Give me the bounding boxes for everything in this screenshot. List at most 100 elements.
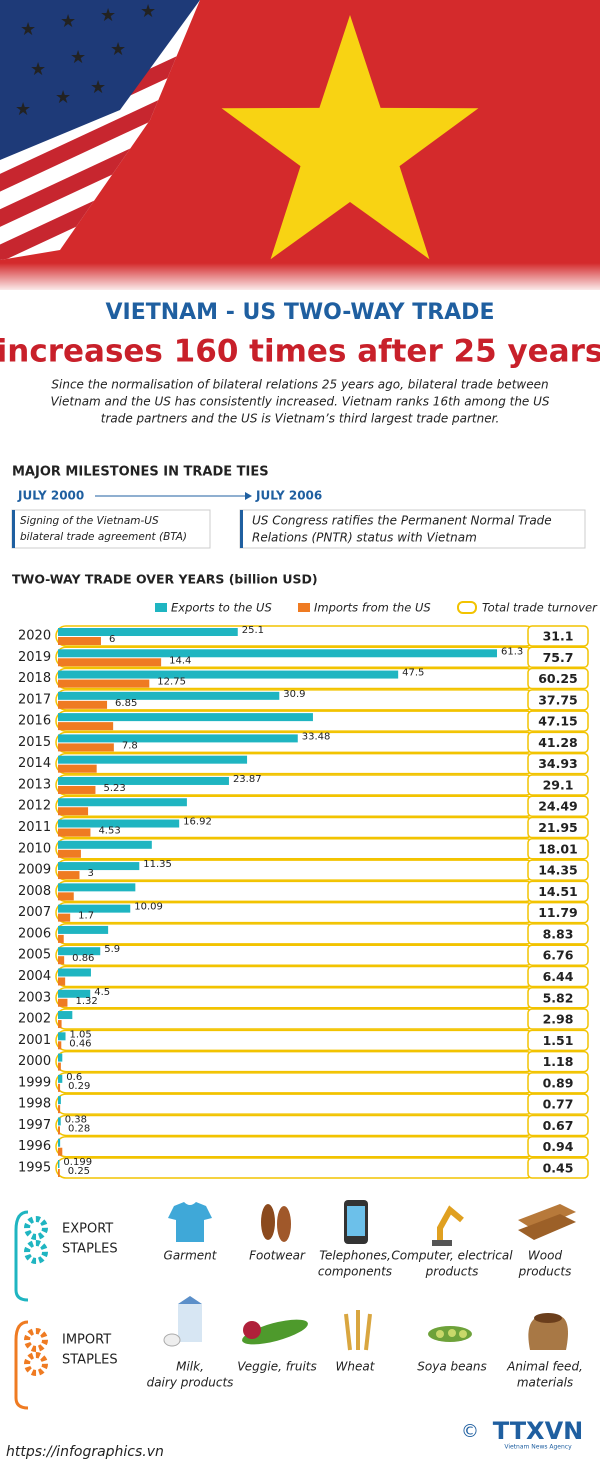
y-tick-label: 2013 xyxy=(18,777,51,792)
total-box xyxy=(527,965,589,988)
y-tick-label: 1998 xyxy=(18,1097,51,1112)
export-bar xyxy=(58,968,91,977)
value-label: 4.5 xyxy=(94,987,110,998)
total-box xyxy=(527,1135,589,1158)
total-box xyxy=(527,625,589,647)
value-label: 0.25 xyxy=(68,1166,90,1177)
value-label: 30.9 xyxy=(283,689,305,700)
svg-text:★: ★ xyxy=(140,1,156,22)
y-tick-label: 2006 xyxy=(18,926,51,941)
y-tick-label: 2016 xyxy=(18,714,51,729)
value-label: 0.38 xyxy=(65,1114,87,1125)
chart: Exports to the US Imports from the US Tota… xyxy=(18,601,598,1179)
total-frame xyxy=(55,987,537,1009)
total-label: 0.94 xyxy=(543,1139,574,1154)
total-label: 24.49 xyxy=(538,799,578,814)
total-label: 31.1 xyxy=(543,629,574,644)
total-box xyxy=(527,880,589,903)
milestone-text: US Congress ratifies the Permanent Norma… xyxy=(252,514,552,528)
total-label: 60.25 xyxy=(538,671,578,686)
import-bar xyxy=(58,722,114,731)
total-box xyxy=(527,752,589,775)
total-box xyxy=(527,710,589,732)
import-bar xyxy=(58,679,150,688)
import-bar xyxy=(58,892,74,901)
value-label: 7.8 xyxy=(122,740,138,751)
y-tick-label: 2007 xyxy=(18,905,51,920)
staples-title: IMPORT xyxy=(62,1333,111,1348)
svg-text:★: ★ xyxy=(90,77,106,98)
total-box xyxy=(527,859,589,881)
value-label: 1.05 xyxy=(70,1029,92,1040)
staple-label: Wood xyxy=(528,1249,563,1263)
value-label: 12.75 xyxy=(157,677,186,688)
export-bar xyxy=(58,883,136,892)
import-bar xyxy=(58,743,114,752)
total-box xyxy=(527,795,589,817)
total-frame xyxy=(55,1093,537,1115)
total-box xyxy=(527,689,589,711)
export-bar xyxy=(58,947,101,956)
import-bar xyxy=(58,807,89,816)
total-label: 11.79 xyxy=(538,905,578,920)
intro-line: Vietnam and the US has consistently incr… xyxy=(50,395,549,409)
import-bar xyxy=(58,934,64,943)
value-label: 5.9 xyxy=(104,944,120,955)
svg-text:★: ★ xyxy=(60,11,76,32)
value-label: 47.5 xyxy=(402,668,424,679)
export-bar xyxy=(58,691,280,700)
y-tick-label: 2017 xyxy=(18,692,51,707)
total-box xyxy=(527,1029,589,1052)
staple-label: Computer, electrical xyxy=(391,1249,513,1263)
total-frame xyxy=(55,923,537,945)
svg-text:★: ★ xyxy=(70,47,86,68)
total-label: 75.7 xyxy=(543,650,574,665)
value-label: 0.46 xyxy=(69,1038,91,1049)
staple-labels: Garment Footwear Telephones, components Comp… xyxy=(147,1249,583,1390)
value-label: 1.32 xyxy=(75,996,97,1007)
total-box xyxy=(527,1093,589,1115)
staples-title: EXPORT xyxy=(62,1222,113,1237)
total-label: 0.67 xyxy=(543,1118,574,1133)
export-bar xyxy=(58,670,399,679)
subtitle: increases 160 times after 25 years xyxy=(0,334,600,370)
export-bar xyxy=(58,798,187,807)
y-tick-label: 2010 xyxy=(18,841,51,856)
staple-label: Footwear xyxy=(249,1249,306,1263)
import-bar xyxy=(58,871,80,880)
total-label: 41.28 xyxy=(538,735,578,750)
arrow-head xyxy=(245,492,252,500)
svg-text:★: ★ xyxy=(55,87,71,108)
total-frame xyxy=(55,1029,537,1052)
value-label: 0.28 xyxy=(68,1123,90,1134)
intro-line: Since the normalisation of bilateral rel… xyxy=(51,378,548,392)
export-bar xyxy=(58,819,180,828)
import-bar xyxy=(58,637,101,645)
export-bar xyxy=(58,1032,66,1041)
title: VIETNAM - US TWO-WAY TRADE xyxy=(106,300,495,325)
staple-label: Telephones, xyxy=(319,1249,391,1263)
total-box xyxy=(527,646,589,669)
total-box xyxy=(527,838,589,860)
y-tick-label: 1997 xyxy=(18,1118,51,1133)
total-frame xyxy=(55,1114,537,1137)
y-tick-label: 2014 xyxy=(18,756,51,771)
value-label: 0.86 xyxy=(72,953,94,964)
y-tick-label: 1996 xyxy=(18,1139,51,1154)
import-bar xyxy=(58,1147,63,1156)
svg-text:★: ★ xyxy=(110,39,126,60)
y-tick-label: 2002 xyxy=(18,1012,51,1027)
total-box xyxy=(527,774,589,796)
y-tick-label: 2001 xyxy=(18,1033,51,1048)
chart-title: TWO-WAY TRADE OVER YEARS (billion USD) xyxy=(12,572,318,587)
y-tick-label: 2000 xyxy=(18,1054,51,1069)
y-tick-label: 2011 xyxy=(18,820,51,835)
total-frame xyxy=(55,1135,537,1158)
milestone-accent xyxy=(240,510,243,548)
import-bar xyxy=(58,913,71,922)
import-bar xyxy=(58,1041,62,1050)
total-box xyxy=(527,1157,589,1179)
total-label: 21.95 xyxy=(538,820,578,835)
total-label: 47.15 xyxy=(538,714,578,729)
